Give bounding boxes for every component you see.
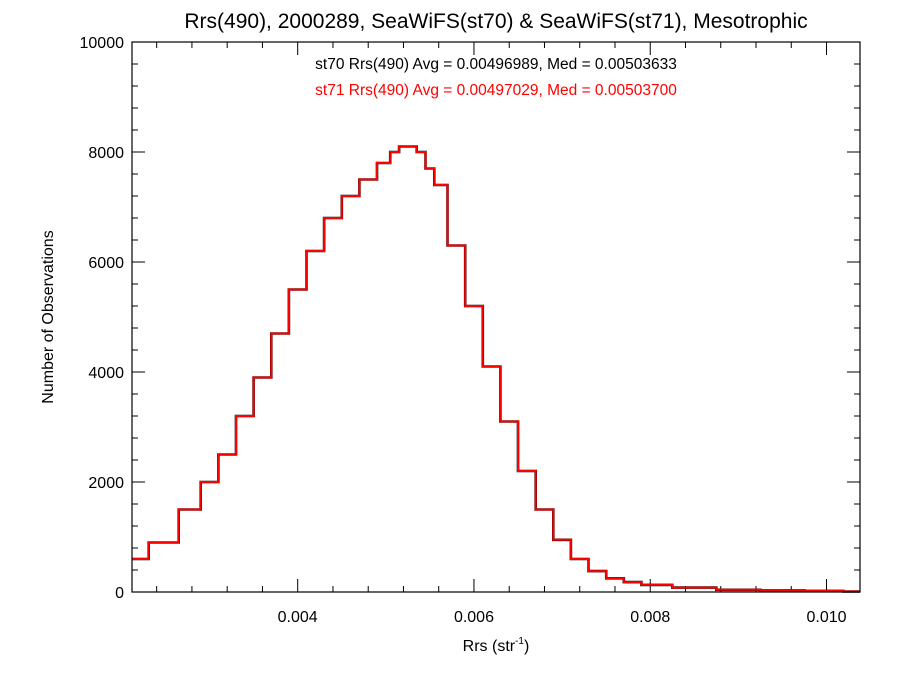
series-st71-line	[132, 145, 860, 593]
y-tick-label: 0	[115, 585, 124, 602]
series-group	[132, 145, 860, 593]
x-tick-label: 0.008	[630, 609, 670, 626]
plot-frame	[131, 41, 861, 593]
x-tick-label: 0.010	[806, 609, 846, 626]
x-axis-ticks: 0.004 0.006 0.008 0.010	[156, 42, 847, 626]
y-tick-label: 6000	[88, 255, 124, 272]
chart-title: Rrs(490), 2000289, SeaWiFS(st70) & SeaWi…	[184, 10, 807, 33]
annotation-st71: st71 Rrs(490) Avg = 0.00497029, Med = 0.…	[315, 82, 677, 99]
y-tick-label: 8000	[88, 145, 124, 162]
y-tick-label: 10000	[80, 35, 125, 52]
x-axis-label-superscript: -1	[515, 636, 524, 647]
y-axis-ticks: 0 2000 4000 6000 8000 10000	[80, 35, 860, 602]
x-tick-label: 0.006	[454, 609, 494, 626]
y-axis-label: Number of Observations	[40, 230, 57, 403]
y-tick-label: 2000	[88, 475, 124, 492]
annotation-group: st70 Rrs(490) Avg = 0.00496989, Med = 0.…	[315, 56, 677, 99]
x-tick-label: 0.004	[278, 609, 318, 626]
x-axis-label-close: )	[524, 638, 529, 655]
annotation-st70: st70 Rrs(490) Avg = 0.00496989, Med = 0.…	[315, 56, 677, 73]
x-axis-label: Rrs (str-1)	[463, 636, 530, 655]
y-tick-label: 4000	[88, 365, 124, 382]
x-axis-label-main: Rrs (str	[463, 638, 516, 655]
